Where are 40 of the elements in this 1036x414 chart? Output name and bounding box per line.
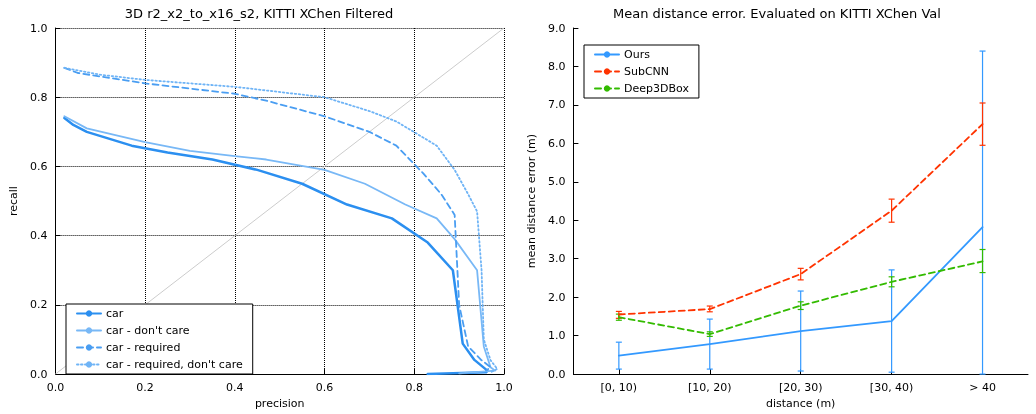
y-tick-label: 5.0	[547, 175, 566, 189]
x-tick-label: 0.2	[136, 381, 154, 395]
y-tick-label: 9.0	[547, 21, 566, 35]
y-tick-label: 0.8	[29, 90, 48, 104]
x-tick-label: 0.6	[315, 381, 334, 395]
legend-label: SubCNN	[624, 65, 670, 78]
y-tick-label: 4.0	[547, 213, 566, 227]
x-tick-label: [0, 10)	[600, 381, 638, 395]
y-tick-label: 8.0	[547, 59, 566, 73]
x-tick-label: > 40	[969, 381, 996, 395]
x-axis-title: precision	[254, 397, 305, 410]
x-tick-label: [20, 30)	[778, 381, 823, 395]
y-tick-label: 0.0	[29, 367, 48, 381]
x-axis-title: distance (m)	[765, 397, 836, 410]
x-tick-label: 0.4	[226, 381, 244, 395]
legend-label: car - don't care	[106, 324, 190, 337]
legend-label: Deep3DBox	[624, 82, 690, 95]
y-tick-label: 0.0	[547, 367, 566, 381]
chart-title: 3D r2_x2_to_x16_s2, KITTI XChen Filtered	[124, 6, 394, 21]
x-tick-label: 0.0	[46, 381, 65, 395]
legend-label: car	[106, 307, 124, 320]
y-tick-label: 3.0	[547, 252, 566, 266]
y-tick-label: 0.2	[29, 298, 48, 312]
y-tick-label: 6.0	[547, 136, 566, 150]
x-tick-label: 1.0	[495, 381, 513, 395]
legend-label: car - required, don't care	[106, 358, 243, 371]
legend-label: Ours	[624, 48, 651, 61]
x-tick-label: [30, 40)	[869, 381, 914, 395]
x-tick-label: [10, 20)	[687, 381, 732, 395]
y-tick-label: 1.0	[29, 21, 48, 35]
legend-label: car - required	[106, 341, 181, 354]
y-axis-title: recall	[7, 186, 20, 217]
y-tick-label: 7.0	[547, 98, 566, 112]
y-tick-label: 2.0	[547, 290, 566, 304]
y-axis-title: mean distance error (m)	[525, 133, 538, 269]
y-tick-label: 1.0	[547, 329, 566, 343]
y-tick-label: 0.4	[29, 229, 48, 243]
x-tick-label: 0.8	[405, 381, 424, 395]
y-tick-label: 0.6	[29, 159, 48, 173]
chart-title: Mean distance error. Evaluated on KITTI XChen Val	[613, 6, 941, 21]
